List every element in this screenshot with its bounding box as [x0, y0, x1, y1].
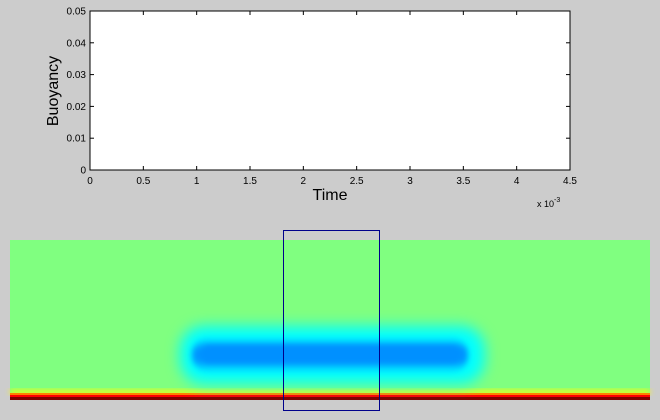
x-tick-label: 1 — [194, 176, 200, 187]
x-tick-label: 1.5 — [243, 176, 257, 187]
x-tick-label: 4 — [514, 176, 520, 187]
x-tick-label: 2.5 — [350, 176, 364, 187]
y-tick-label: 0.04 — [67, 38, 87, 49]
x-tick-label: 2 — [301, 176, 307, 187]
y-tick-label: 0.01 — [67, 134, 87, 145]
field-image — [10, 240, 650, 400]
plot-area — [89, 10, 571, 171]
x-tick-label: 4.5 — [563, 176, 577, 187]
x-tick-label: 3.5 — [456, 176, 470, 187]
x-tick-label: 0.5 — [136, 176, 150, 187]
selection-box[interactable] — [283, 230, 380, 411]
x-axis-exponent: x 10-3 — [537, 197, 560, 209]
y-axis-ticks: 0 0.01 0.02 0.03 0.04 0.05 — [67, 7, 570, 177]
bottom-band-orange — [10, 393, 650, 396]
bottom-band-red — [10, 395, 650, 398]
y-axis-label: Buoyancy — [45, 56, 62, 126]
bottom-band-yellow — [10, 390, 650, 394]
x-tick-label: 3 — [407, 176, 413, 187]
buoyancy-plot: 0 0.5 1 1.5 2 2.5 3 3.5 4 4.5 0 0.01 0.02 0.03 0.04 0.… — [45, 7, 577, 210]
x-axis-label: Time — [313, 187, 348, 204]
y-tick-label: 0.02 — [67, 102, 87, 113]
y-tick-label: 0 — [80, 166, 86, 177]
anomaly-center — [200, 345, 462, 363]
x-axis-ticks: 0 0.5 1 1.5 2 2.5 3 3.5 4 4.5 — [87, 11, 577, 187]
x-tick-label: 0 — [87, 176, 93, 187]
y-tick-label: 0.03 — [67, 70, 87, 81]
y-tick-label: 0.05 — [67, 7, 87, 18]
bottom-band-darkred — [10, 397, 650, 400]
